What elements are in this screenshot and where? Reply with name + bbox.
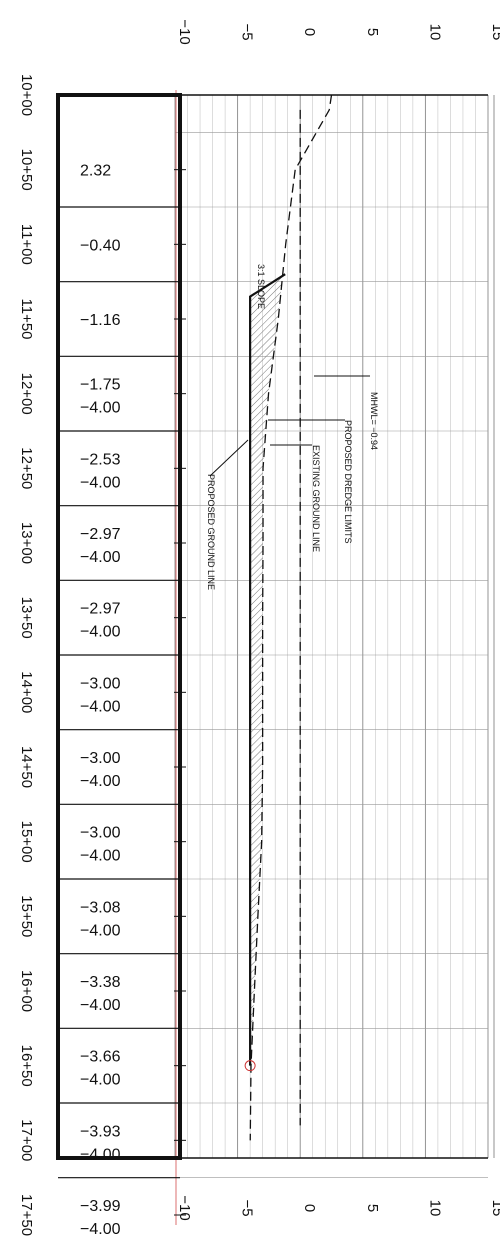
existing-elevation: −2.97 [80,526,121,543]
plot-grid [174,90,495,1225]
existing-elevation: −3.66 [80,1049,121,1066]
proposed-ground-line [249,273,286,1066]
existing-elevation: −1.16 [80,312,121,329]
proposed-elevation: −4.00 [80,1221,121,1238]
elevation-tick-label: 15 [489,24,500,41]
end-marker [244,1060,256,1072]
elevation-tick-label: 10 [426,24,443,41]
dredge-hatch [250,274,286,1066]
existing-elevation: −3.00 [80,675,121,692]
elevation-axis-bottom: 15 10 5 0 −5 −10 [176,1195,500,1220]
elevation-tick-label: 0 [301,28,318,36]
station-label: 13+50 [18,597,35,639]
proposed-elevation: −4.00 [80,474,121,491]
proposed-elevation: −4.00 [80,997,121,1014]
elevation-tick-label: −5 [239,23,256,40]
station-label: 14+50 [18,746,35,788]
existing-elevation: −2.53 [80,451,121,468]
proposed-elevation: −4.00 [80,698,121,715]
existing-elevation: −3.08 [80,899,121,916]
station-label: 17+00 [18,1119,35,1161]
station-label: 11+00 [18,224,35,265]
proposed-elevation: −4.00 [80,549,121,566]
proposed-ground-label: PROPOSED GROUND LINE [206,474,216,590]
elevation-tick-label: 0 [301,1204,318,1212]
table-frame [56,93,182,1160]
proposed-elevation: −4.00 [80,400,121,417]
dredge-limits-label: PROPOSED DREDGE LIMITS [343,420,353,544]
station-label: 14+00 [18,671,35,713]
existing-elevation: −3.00 [80,825,121,842]
station-label: 16+00 [18,970,35,1012]
proposed-elevation: −4.00 [80,1146,121,1163]
existing-elevation: −3.38 [80,974,121,991]
station-label: 15+50 [18,895,35,937]
existing-elevation: −3.93 [80,1123,121,1140]
station-axis: 10+00 10+50 11+00 11+50 12+00 12+50 13+00 13+50… [18,74,35,1236]
station-label: 13+00 [18,522,35,564]
existing-ground-label: EXISTING GROUND LINE [311,445,321,552]
elevation-tick-label: −10 [176,19,193,44]
existing-ground-line [249,94,333,1141]
station-label: 10+50 [18,149,35,191]
elevation-tick-label: 10 [426,1200,443,1217]
profile-lines [244,94,333,1141]
station-label: 10+00 [18,74,35,116]
existing-elevation: 2.32 [80,163,111,180]
proposed-ground-leader [209,439,249,477]
elevation-tick-label: −10 [176,1195,193,1220]
station-label: 17+50 [18,1194,35,1236]
dredge-hatch-area [250,274,286,1066]
station-label: 16+50 [18,1045,35,1087]
elevation-tick-label: 5 [364,1204,381,1212]
slope-label: 3:1 SLOPE [256,264,266,309]
existing-elevation: −3.99 [80,1198,121,1215]
mhwl-label: MHWL= −0.94 [369,392,379,450]
proposed-elevation: −4.00 [80,848,121,865]
existing-elevation: −2.97 [80,601,121,618]
station-label: 15+00 [18,821,35,863]
existing-elevation: −3.00 [80,750,121,767]
existing-elevation: −0.40 [80,237,121,254]
elevation-tick-label: −5 [239,1199,256,1216]
elevation-tick-label: 15 [489,1200,500,1217]
elevation-axis-top: 15 10 5 0 −5 −10 [176,19,500,44]
station-label: 12+50 [18,447,35,489]
proposed-elevation: −4.00 [80,773,121,790]
elevation-table: 2.32 −0.40 −1.16 −1.75 −4.00 −2.53 −4.00 −2.97 −… [56,93,186,1238]
proposed-elevation: −4.00 [80,1072,121,1089]
proposed-elevation: −4.00 [80,624,121,641]
proposed-elevation: −4.00 [80,922,121,939]
station-label: 12+00 [18,373,35,415]
existing-elevation: −1.75 [80,377,121,394]
callout-labels: MHWL= −0.94 PROPOSED DREDGE LIMITS EXIST… [206,264,379,590]
elevation-tick-label: 5 [364,28,381,36]
station-label: 11+50 [18,298,35,339]
